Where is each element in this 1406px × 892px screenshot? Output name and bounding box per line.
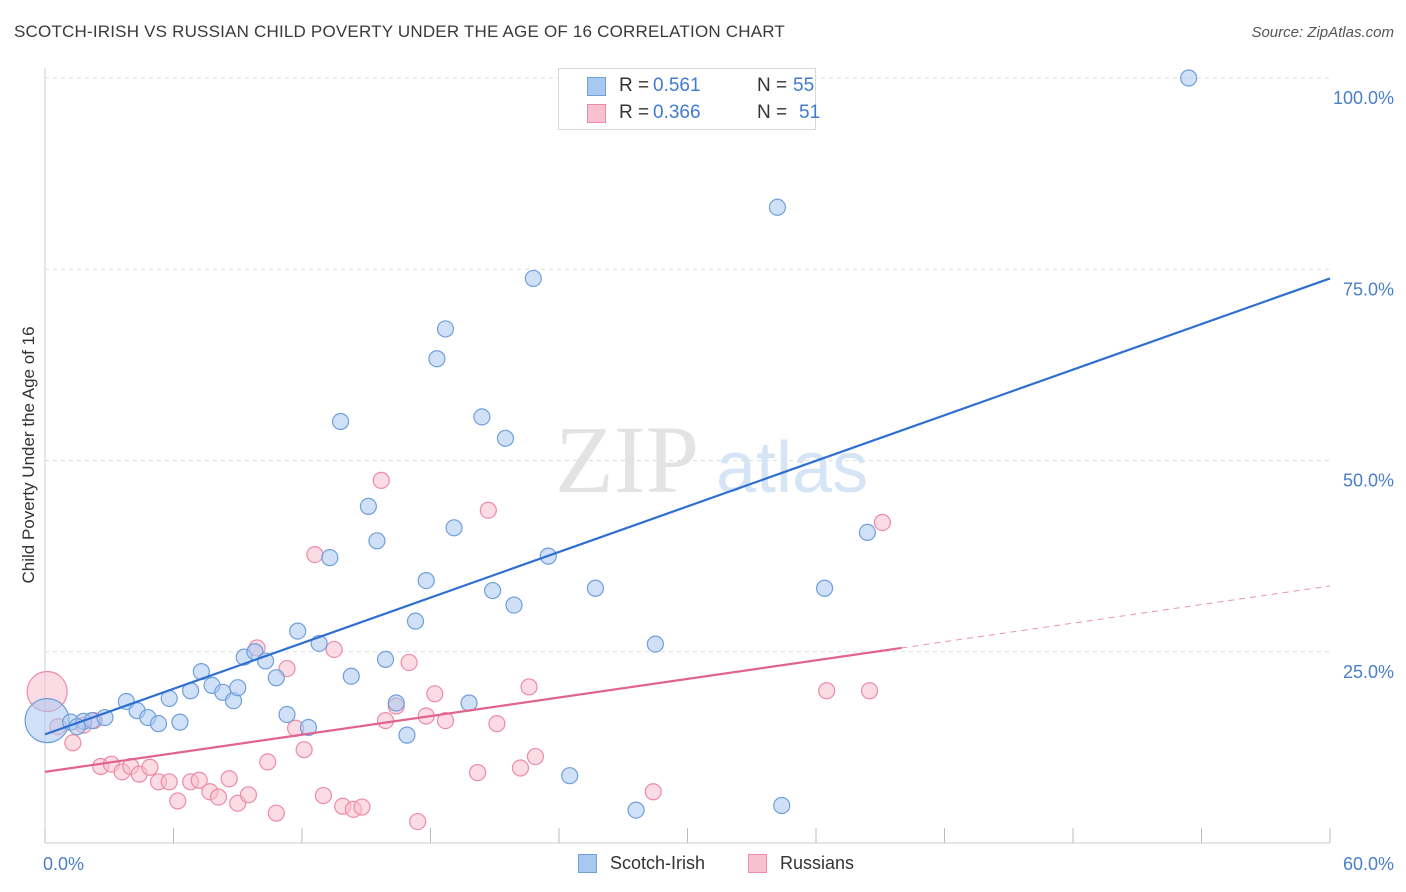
scotch-irish-point [278, 705, 296, 724]
watermark-zip: ZIP [555, 406, 699, 513]
scotch-irish-point [586, 579, 605, 597]
russians-point [526, 747, 545, 766]
scotch-irish-point [646, 635, 664, 653]
russians-point [426, 685, 444, 703]
scotch-irish-point [398, 726, 416, 744]
y-axis-label: Child Poverty Under the Age of 16 [19, 326, 38, 583]
scotch-irish-point [406, 612, 425, 630]
blue-swatch [587, 77, 606, 96]
x-tick-label: 60.0% [1343, 854, 1394, 874]
scotch-irish-point [267, 669, 285, 687]
legend-label: Scotch-Irish [610, 853, 706, 873]
scotch-irish-point [289, 622, 307, 640]
scotch-irish-point [773, 796, 791, 815]
grid-lines [45, 77, 1330, 653]
scotch-irish-point [436, 320, 455, 338]
y-tick-label: 75.0% [1343, 279, 1394, 299]
n-label: N = [757, 75, 788, 96]
russians-point [239, 786, 258, 804]
scotch-irish-point [368, 532, 386, 550]
legend-label: Russians [780, 853, 855, 873]
r-value: 0.561 [653, 75, 701, 96]
scotch-irish-point [321, 549, 339, 567]
russians-point [860, 682, 879, 700]
tick-labels: 25.0% 50.0% 75.0% 100.0% 0.0% 60.0% [43, 88, 1394, 874]
r-label: R = [619, 75, 650, 96]
russians-point [259, 753, 277, 771]
russians-trend-extension [901, 585, 1331, 649]
n-value: 55 [793, 75, 815, 96]
r-label: R = [619, 102, 650, 123]
russians-point [520, 678, 538, 696]
pink-swatch [587, 104, 606, 123]
chart-title: SCOTCH-IRISH VS RUSSIAN CHILD POVERTY UN… [14, 22, 786, 41]
y-tick-label: 100.0% [1333, 88, 1394, 108]
scotch-irish-point [342, 667, 360, 685]
scotch-irish-point [417, 572, 435, 590]
scotch-irish-point [149, 715, 168, 733]
scotch-irish-point [229, 679, 247, 697]
pink-swatch [748, 854, 767, 873]
russians-point [409, 812, 427, 831]
source-label: Source: ZipAtlas.com [1251, 24, 1394, 41]
watermark-atlas: atlas [716, 428, 868, 508]
russians-point [306, 545, 324, 564]
russians-point [325, 640, 343, 659]
y-tick-label: 50.0% [1343, 471, 1394, 491]
scotch-irish-point [299, 718, 318, 737]
scotch-irish-point [524, 269, 542, 288]
russians-trend-line [44, 646, 902, 773]
scotch-irish-point [473, 408, 491, 426]
n-label: N = [757, 102, 788, 123]
scotch-irish-point [1180, 69, 1198, 87]
russians-point [267, 804, 285, 822]
russians-point [436, 711, 455, 730]
russians-point [160, 773, 178, 791]
scotch-irish-point [768, 198, 787, 216]
russians-point [141, 758, 159, 776]
scotch-irish-point [331, 412, 350, 431]
russians-point [400, 653, 418, 672]
russians-point [376, 711, 395, 730]
russians-point [295, 741, 313, 759]
russians-point [511, 759, 530, 777]
scotch-irish-point [561, 767, 579, 785]
russians-point [314, 786, 333, 805]
scotch-irish-point [496, 429, 515, 447]
y-tick-label: 25.0% [1343, 662, 1394, 682]
r-value: 0.366 [653, 102, 701, 123]
blue-swatch [578, 854, 597, 873]
correlation-legend: R = 0.561 N = 55 R = 0.366 N = 51 [558, 68, 820, 130]
russians-point [644, 783, 662, 801]
russians-point [209, 788, 228, 806]
russians-point [469, 764, 487, 782]
scotch-irish-point [171, 713, 189, 731]
scotch-irish-point [359, 497, 377, 515]
scotch-irish-point [505, 596, 523, 614]
russians-point [190, 771, 208, 789]
scotch-irish-point [815, 579, 834, 597]
russians-point [220, 770, 238, 788]
n-value: 51 [799, 102, 821, 123]
russians-point [372, 471, 390, 489]
scotch-irish-point [445, 519, 463, 537]
scotch-irish-point [376, 650, 395, 669]
russians-point [479, 501, 497, 519]
watermark: ZIP atlas [555, 406, 868, 513]
russians-point [169, 792, 187, 810]
scotch-irish-trend-line [44, 277, 1331, 736]
scotch-irish-point [387, 694, 405, 712]
russians-point [818, 682, 836, 700]
x-tick-label: 0.0% [43, 854, 84, 874]
trend-lines [44, 277, 1331, 773]
russians-point [64, 734, 82, 752]
scotch-irish-point [627, 801, 645, 819]
scotch-irish-point [858, 523, 877, 542]
russians-point [873, 513, 891, 532]
scotch-irish-point [484, 581, 502, 600]
scotch-irish-point [428, 350, 446, 368]
russians-point [488, 715, 506, 733]
russians-point [353, 798, 371, 816]
